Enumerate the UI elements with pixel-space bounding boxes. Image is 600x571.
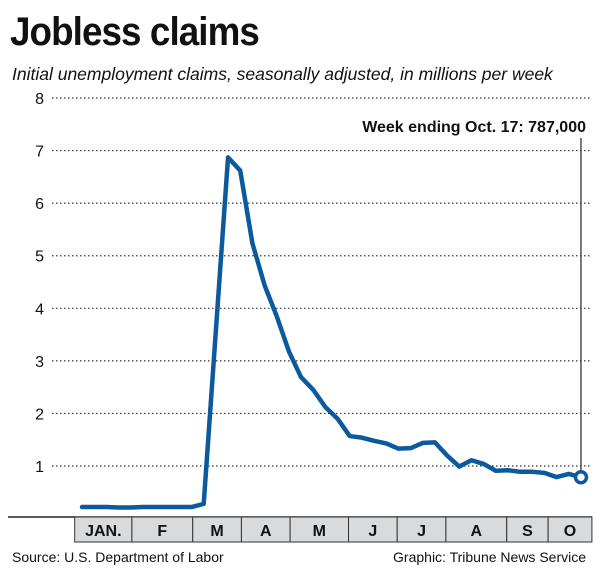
month-band: [240, 516, 291, 543]
month-band: [547, 516, 593, 543]
y-tick-label: 1: [35, 459, 44, 476]
month-band: [74, 516, 133, 543]
month-label: S: [522, 523, 533, 540]
y-tick-label: 8: [35, 91, 44, 108]
month-label: A: [260, 523, 272, 540]
y-tick-label: 4: [35, 301, 44, 318]
month-label: A: [471, 523, 483, 540]
y-tick-label: 2: [35, 406, 44, 423]
month-label: F: [157, 523, 167, 540]
y-tick-label: 6: [35, 196, 44, 213]
chart-title: Jobless claims: [10, 10, 260, 54]
month-label: M: [210, 523, 223, 540]
month-label: J: [417, 523, 426, 540]
claims-series-line: [79, 155, 584, 510]
y-tick-label: 3: [35, 354, 44, 371]
month-band: [506, 516, 549, 543]
source-note: Source: U.S. Department of Labor: [12, 549, 224, 565]
month-band: [348, 516, 398, 543]
month-label: JAN.: [85, 523, 121, 540]
y-tick-label: 5: [35, 249, 44, 266]
annotation-label: Week ending Oct. 17: 787,000: [362, 119, 586, 136]
month-band: [131, 516, 194, 543]
month-label: O: [564, 523, 576, 540]
credit-note: Graphic: Tribune News Service: [393, 549, 586, 565]
month-band: [396, 516, 447, 543]
y-tick-label: 7: [35, 144, 44, 161]
chart-subtitle: Initial unemployment claims, seasonally …: [12, 64, 553, 84]
month-label: J: [368, 523, 377, 540]
latest-data-marker: [573, 469, 589, 485]
month-band: [289, 516, 350, 543]
month-label: M: [313, 523, 326, 540]
